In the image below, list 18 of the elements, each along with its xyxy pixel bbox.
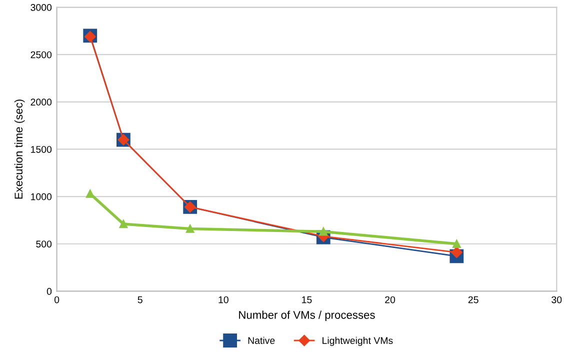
y-axis-title: Execution time (sec) [14,100,25,199]
legend-label: Native [248,336,275,344]
x-tick-label: 20 [385,296,396,304]
x-tick-label: 5 [138,296,142,304]
x-tick-label: 25 [468,296,478,304]
x-tick-label: 15 [302,296,312,304]
x-tick-label: 30 [552,296,562,304]
x-tick-label: 10 [218,296,228,304]
y-tick-label: 1500 [31,146,52,153]
x-tick-label: 0 [54,296,60,304]
x-axis-title: Number of VMs / processes [239,310,375,322]
y-tick-label: 2000 [30,98,52,106]
y-tick-label: 3000 [30,4,52,11]
y-tick-label: 1000 [31,193,52,200]
y-tick-label: 500 [36,240,52,248]
y-tick-label: 0 [46,288,52,295]
legend-label: Lightweight VMs [322,336,393,346]
y-tick-label: 2500 [30,51,52,58]
